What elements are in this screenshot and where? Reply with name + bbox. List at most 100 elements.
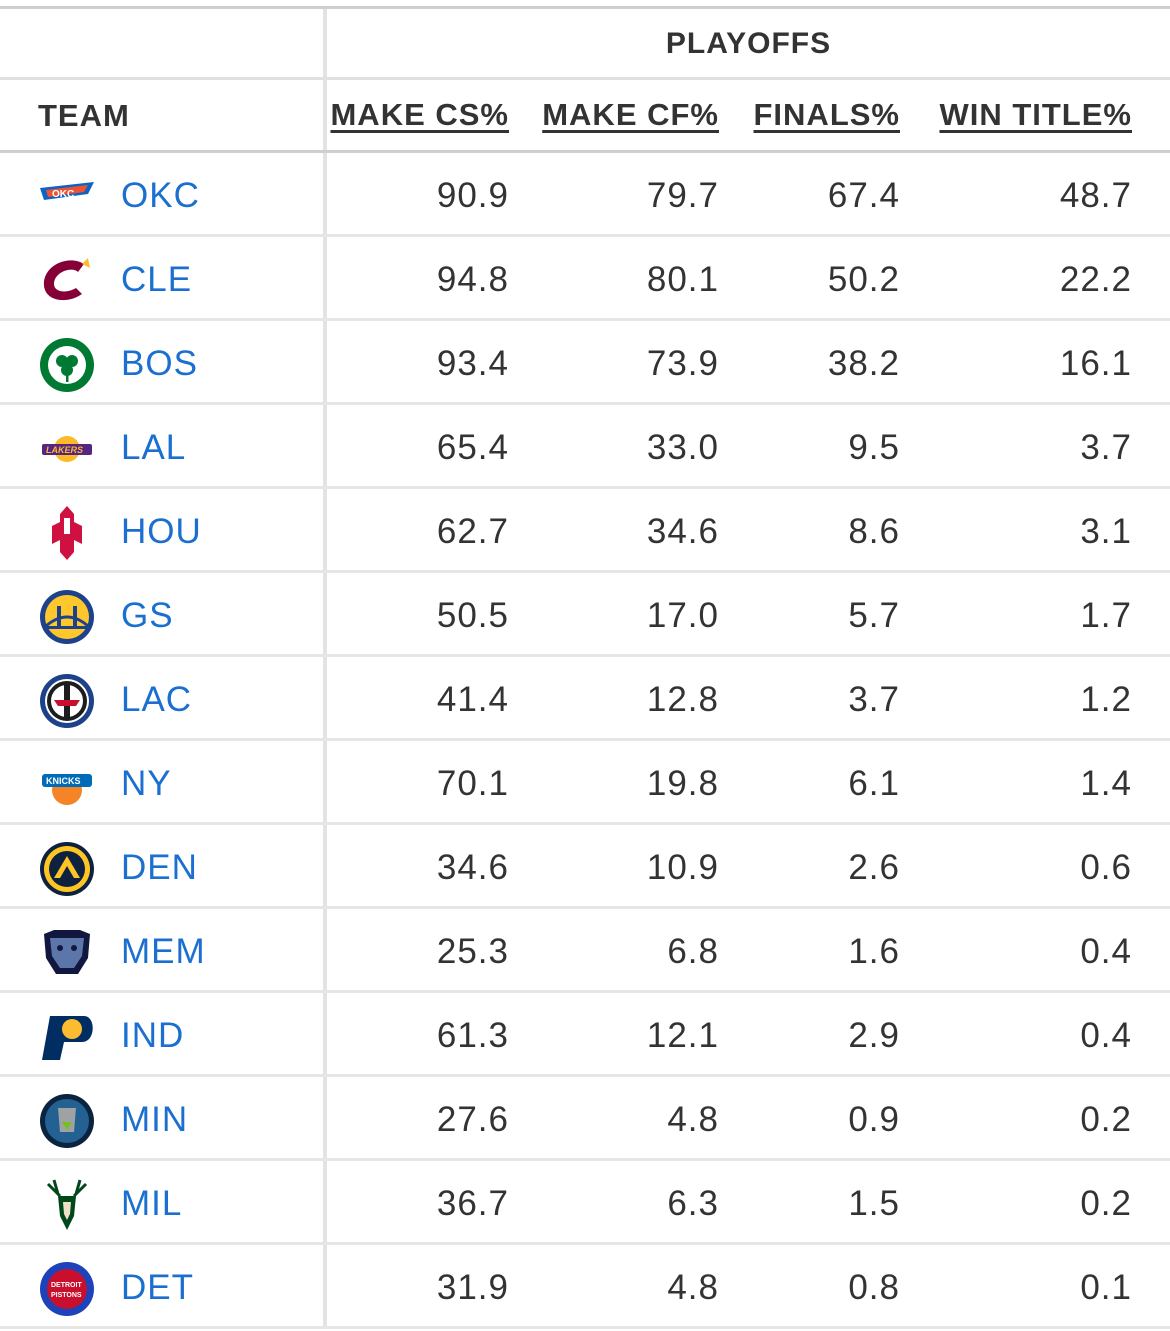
team-column-header: TEAM	[38, 98, 130, 133]
table-row: IND 61.3 12.1 2.9 0.4	[0, 993, 1170, 1077]
make-cs-header[interactable]: MAKE CS%	[330, 80, 509, 150]
make-cs-value: 70.1	[436, 764, 509, 803]
finals-value: 8.6	[848, 512, 900, 551]
group-header-rule	[0, 77, 1170, 80]
make-cs-value: 62.7	[436, 512, 509, 551]
finals-value: 6.1	[848, 764, 900, 803]
make-cs-header-label[interactable]: MAKE CS%	[330, 97, 509, 132]
win-title-value: 22.2	[1059, 260, 1132, 299]
make-cs-value: 27.6	[436, 1100, 509, 1139]
win-title-value: 48.7	[1059, 176, 1132, 215]
make-cf-value: 34.6	[646, 512, 719, 551]
make-cs-value: 90.9	[436, 176, 509, 215]
table-row: MEM 25.3 6.8 1.6 0.4	[0, 909, 1170, 993]
finals-value: 1.6	[848, 932, 900, 971]
finals-value: 50.2	[827, 260, 900, 299]
win-title-value: 0.2	[1080, 1100, 1132, 1139]
table-row: CLE 94.8 80.1 50.2 22.2	[0, 237, 1170, 321]
win-title-value: 1.4	[1080, 764, 1132, 803]
make-cf-value: 6.8	[667, 932, 719, 971]
win-title-header[interactable]: WIN TITLE%	[926, 80, 1132, 150]
column-divider	[323, 9, 327, 1328]
celtics-logo	[38, 336, 96, 394]
finals-header-label[interactable]: FINALS%	[753, 97, 900, 132]
finals-value: 1.5	[848, 1184, 900, 1223]
team-link[interactable]: DET	[121, 1268, 194, 1307]
team-link[interactable]: DEN	[121, 848, 198, 887]
team-rows: OKC OKC 90.9 79.7 67.4 48.7 CLE 94.8 80.1 50.2 22.…	[0, 153, 1170, 1329]
make-cs-value: 93.4	[436, 344, 509, 383]
make-cf-value: 33.0	[646, 428, 719, 467]
pacers-logo	[38, 1008, 96, 1066]
finals-value: 9.5	[848, 428, 900, 467]
grizzlies-logo	[38, 924, 96, 982]
win-title-value: 0.4	[1080, 932, 1132, 971]
top-border	[0, 6, 1170, 9]
table-row: LAC 41.4 12.8 3.7 1.2	[0, 657, 1170, 741]
win-title-value: 0.1	[1080, 1268, 1132, 1307]
team-link[interactable]: LAC	[121, 680, 193, 719]
make-cf-value: 80.1	[646, 260, 719, 299]
make-cs-value: 61.3	[436, 1016, 509, 1055]
finals-value: 2.9	[848, 1016, 900, 1055]
win-title-value: 1.2	[1080, 680, 1132, 719]
svg-text:LAKERS: LAKERS	[46, 445, 83, 455]
make-cf-header[interactable]: MAKE CF%	[535, 80, 719, 150]
team-link[interactable]: IND	[121, 1016, 185, 1055]
team-link[interactable]: BOS	[121, 344, 198, 383]
make-cs-value: 31.9	[436, 1268, 509, 1307]
svg-text:DETROIT: DETROIT	[51, 1282, 82, 1289]
timberwolves-logo	[38, 1092, 96, 1150]
make-cs-value: 94.8	[436, 260, 509, 299]
svg-text:PISTONS: PISTONS	[51, 1292, 82, 1299]
make-cs-value: 65.4	[436, 428, 509, 467]
make-cf-value: 6.3	[667, 1184, 719, 1223]
thunder-logo: OKC	[38, 168, 96, 226]
nuggets-logo	[38, 840, 96, 898]
cavaliers-logo	[38, 252, 96, 310]
finals-value: 3.7	[848, 680, 900, 719]
table-row: MIL 36.7 6.3 1.5 0.2	[0, 1161, 1170, 1245]
make-cf-value: 79.7	[646, 176, 719, 215]
table-row: BOS 93.4 73.9 38.2 16.1	[0, 321, 1170, 405]
rockets-logo	[38, 504, 96, 562]
pistons-logo: DETROIT PISTONS	[38, 1260, 96, 1318]
header-rule	[0, 150, 1170, 153]
table-row: KNICKS NY 70.1 19.8 6.1 1.4	[0, 741, 1170, 825]
win-title-header-label[interactable]: WIN TITLE%	[939, 97, 1132, 132]
finals-value: 0.9	[848, 1100, 900, 1139]
finals-header[interactable]: FINALS%	[745, 80, 900, 150]
team-link[interactable]: OKC	[121, 176, 200, 215]
team-link[interactable]: GS	[121, 596, 174, 635]
team-link[interactable]: NY	[121, 764, 172, 803]
svg-text:OKC: OKC	[52, 189, 74, 200]
playoffs-group-header: PLAYOFFS	[665, 26, 832, 60]
table-row: DEN 34.6 10.9 2.6 0.6	[0, 825, 1170, 909]
team-link[interactable]: MIN	[121, 1100, 189, 1139]
team-link[interactable]: HOU	[121, 512, 202, 551]
table-row: LAKERS LAL 65.4 33.0 9.5 3.7	[0, 405, 1170, 489]
finals-value: 2.6	[848, 848, 900, 887]
table-row: HOU 62.7 34.6 8.6 3.1	[0, 489, 1170, 573]
team-link[interactable]: CLE	[121, 260, 193, 299]
warriors-logo	[38, 588, 96, 646]
table-row: OKC OKC 90.9 79.7 67.4 48.7	[0, 153, 1170, 237]
lakers-logo: LAKERS	[38, 420, 96, 478]
win-title-value: 0.4	[1080, 1016, 1132, 1055]
team-link[interactable]: MIL	[121, 1184, 183, 1223]
team-link[interactable]: MEM	[121, 932, 206, 971]
make-cf-header-label[interactable]: MAKE CF%	[542, 97, 719, 132]
make-cf-value: 19.8	[646, 764, 719, 803]
clippers-logo	[38, 672, 96, 730]
make-cs-value: 25.3	[436, 932, 509, 971]
win-title-value: 3.1	[1080, 512, 1132, 551]
finals-value: 67.4	[827, 176, 900, 215]
table-row: MIN 27.6 4.8 0.9 0.2	[0, 1077, 1170, 1161]
team-link[interactable]: LAL	[121, 428, 187, 467]
svg-text:KNICKS: KNICKS	[46, 776, 81, 786]
make-cs-value: 36.7	[436, 1184, 509, 1223]
make-cf-value: 10.9	[646, 848, 719, 887]
make-cf-value: 4.8	[667, 1268, 719, 1307]
make-cf-value: 73.9	[646, 344, 719, 383]
knicks-logo: KNICKS	[38, 756, 96, 814]
